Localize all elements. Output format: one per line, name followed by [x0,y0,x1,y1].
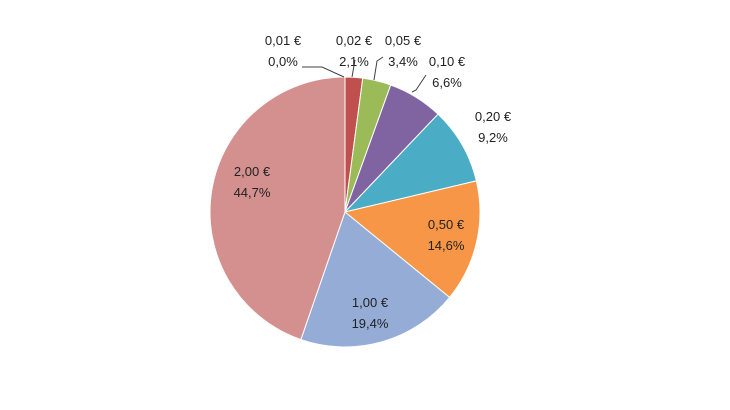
leader-line-0-02 [351,59,356,78]
slice-label-1-00: 1,00 € [352,295,389,310]
slice-value-0-05: 3,4% [388,54,418,69]
leader-line-0-01 [302,66,345,78]
slice-value-0-02: 2,1% [339,54,369,69]
slice-value-0-50: 14,6% [428,238,465,253]
pie-slice-020 [343,113,477,213]
leader-line-0-05 [373,56,384,81]
pie-slice-200 [209,76,346,341]
slice-value-2-00: 44,7% [234,185,271,200]
slice-label-0-50: 0,50 € [428,217,465,232]
slice-label-0-05: 0,05 € [385,33,422,48]
slice-label-0-01: 0,01 € [265,33,302,48]
slice-value-0-10: 6,6% [432,75,462,90]
slice-label-0-02: 0,02 € [336,33,373,48]
leader-line-0-10 [411,74,427,93]
slice-value-0-01: 0,0% [268,54,298,69]
slice-label-0-20: 0,20 € [475,109,512,124]
leader-lines [302,56,427,93]
pie-slice-100 [300,211,451,348]
pie-slice-050 [343,180,481,299]
slice-label-2-00: 2,00 € [234,164,271,179]
slice-value-1-00: 19,4% [352,316,389,331]
slice-value-0-20: 9,2% [478,130,508,145]
pie-slices [209,76,481,348]
slice-label-0-10: 0,10 € [429,54,466,69]
